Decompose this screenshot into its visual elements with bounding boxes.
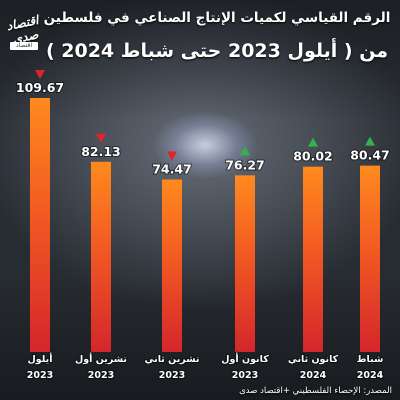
source-note: المصدر: الإحصاء الفلسطيني +اقتصاد صدى [239,386,392,396]
logo-badge: اقتصاد [10,42,38,50]
chart-subtitle: من ( أيلول 2023 حتى شباط 2024 ) [45,40,389,62]
bar [360,165,380,352]
category-month-label: شباط [357,354,384,365]
logo: اقتصاد صدى اقتصاد [4,13,44,52]
category-year-label: 2023 [88,370,114,381]
data-label: 76.27 [225,157,265,172]
trend-down-icon [167,151,177,161]
trend-down-icon [35,70,45,79]
data-label: 80.47 [350,148,390,163]
data-label: 82.13 [81,144,121,159]
trend-up-icon [308,137,318,147]
category-year-label: 2024 [357,370,384,381]
category-month-label: كانون أول [221,352,269,365]
category-year-label: 2023 [232,370,258,381]
category-year-label: 2023 [27,370,53,381]
bar [235,175,255,352]
bar [91,161,111,352]
category-month-label: تشرين أول [75,352,127,365]
trend-down-icon [96,133,106,143]
category-month-label: تشرين ثاني [145,354,200,365]
bar [30,98,50,352]
trend-up-icon [365,136,375,146]
category-month-label: أيلول [28,352,53,365]
data-label: 80.02 [293,149,333,164]
bar [162,179,182,352]
category-year-label: 2024 [300,370,327,381]
data-label: 109.67 [16,80,64,95]
trend-up-icon [240,146,250,156]
category-month-label: كانون ثاني [288,354,339,365]
bar [303,166,323,352]
chart-title: الرقم القياسي لكميات الإنتاج الصناعي في … [43,10,391,26]
category-year-label: 2023 [159,370,185,381]
data-label: 74.47 [152,162,192,177]
